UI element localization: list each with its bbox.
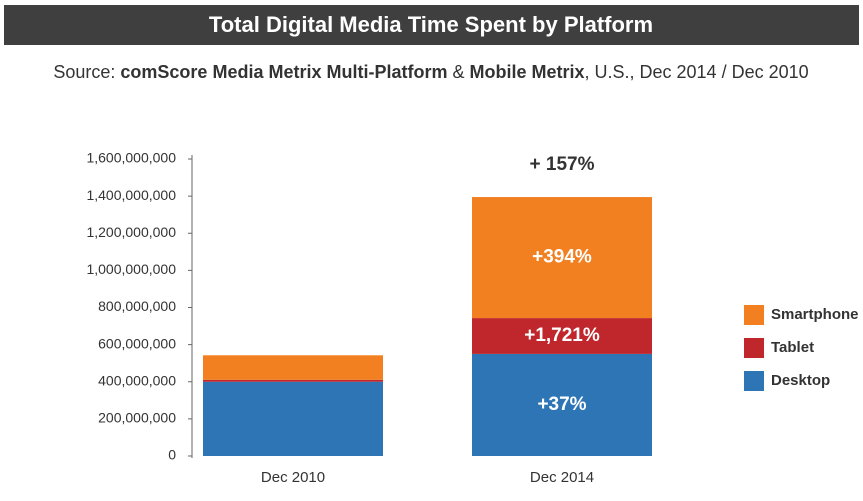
growth-label: +1,721% xyxy=(524,325,600,346)
y-tick-label: 1,400,000,000 xyxy=(86,187,176,203)
y-tick-label: 200,000,000 xyxy=(98,410,176,426)
growth-label: +37% xyxy=(537,394,586,415)
bar-segment xyxy=(472,318,652,354)
legend-swatch xyxy=(744,305,764,325)
subtitle-part: , U.S., Dec 2014 / Dec 2010 xyxy=(585,62,809,82)
y-tick-label: 1,000,000,000 xyxy=(86,261,176,277)
y-tick-label: 1,200,000,000 xyxy=(86,224,176,240)
x-tick-label: Dec 2014 xyxy=(530,469,594,486)
bar-segment xyxy=(203,355,383,380)
subtitle-part: comScore Media Metrix Multi-Platform xyxy=(120,62,447,82)
bar-segment xyxy=(203,381,383,456)
title-bar xyxy=(4,5,859,45)
legend-label: Tablet xyxy=(771,339,814,356)
subtitle-part: Mobile Metrix xyxy=(469,62,584,82)
x-tick-label: Dec 2010 xyxy=(261,469,325,486)
y-tick-label: 600,000,000 xyxy=(98,335,176,351)
growth-label: +394% xyxy=(532,247,592,268)
legend-swatch xyxy=(744,338,764,358)
y-tick-label: 0 xyxy=(168,447,176,463)
legend-label: Desktop xyxy=(771,372,830,389)
y-tick-label: 800,000,000 xyxy=(98,298,176,314)
legend-swatch xyxy=(744,371,764,391)
total-label: + 157% xyxy=(530,154,595,175)
legend-label: Smartphone xyxy=(771,306,859,323)
chart-subtitle: Source: comScore Media Metrix Multi-Plat… xyxy=(53,62,808,82)
y-tick-label: 1,600,000,000 xyxy=(86,150,176,166)
subtitle-part: Source: xyxy=(53,62,120,82)
bar-segment xyxy=(203,379,383,382)
chart-title: Total Digital Media Time Spent by Platfo… xyxy=(209,12,653,37)
subtitle-part: & xyxy=(447,62,469,82)
y-tick-label: 400,000,000 xyxy=(98,372,176,388)
bar-segment xyxy=(472,353,652,456)
bar-segment xyxy=(472,197,652,319)
